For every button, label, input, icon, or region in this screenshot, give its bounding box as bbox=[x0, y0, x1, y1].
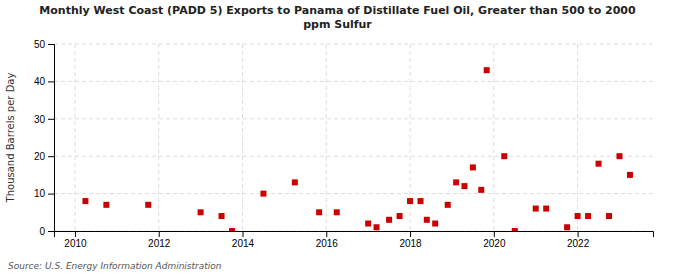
y-tick-label: 10 bbox=[34, 188, 46, 199]
point bbox=[627, 172, 633, 178]
x-tick-mark bbox=[75, 231, 76, 237]
y-grid-line bbox=[54, 193, 653, 194]
point bbox=[462, 183, 468, 189]
title: Monthly West Coast (PADD 5) Exports to P… bbox=[39, 4, 636, 31]
x-tick-mark bbox=[410, 231, 411, 237]
point bbox=[374, 224, 380, 230]
y-tick-mark bbox=[48, 194, 54, 195]
y-tick-label: 20 bbox=[34, 151, 46, 162]
point bbox=[260, 191, 266, 197]
point bbox=[145, 202, 151, 208]
point bbox=[585, 213, 591, 219]
y-tick: 40 bbox=[34, 76, 54, 87]
point bbox=[432, 221, 438, 227]
point bbox=[229, 228, 235, 231]
x-tick: 2016 bbox=[316, 231, 339, 249]
y-tick-mark bbox=[48, 156, 54, 157]
y-axis-title: Thousand Barrels per Day bbox=[5, 73, 16, 204]
x-tick: 2020 bbox=[483, 231, 506, 249]
y-axis-line bbox=[48, 45, 55, 232]
y-tick-label: 30 bbox=[34, 114, 46, 125]
x-tick-label: 2018 bbox=[399, 238, 422, 249]
x-grid-line bbox=[74, 44, 75, 231]
x-tick: 2018 bbox=[399, 231, 422, 249]
point bbox=[606, 213, 612, 219]
point bbox=[445, 202, 451, 208]
x-tick-label: 2022 bbox=[567, 238, 590, 249]
point bbox=[424, 217, 430, 223]
x-tick-label: 2020 bbox=[483, 238, 506, 249]
x-tick-label: 2016 bbox=[316, 238, 339, 249]
point bbox=[334, 209, 340, 215]
y-tick: 30 bbox=[34, 114, 54, 125]
x-grid-line bbox=[493, 44, 494, 231]
point bbox=[596, 161, 602, 167]
y-tick: 0 bbox=[39, 226, 54, 237]
x-tick-mark bbox=[578, 231, 579, 237]
y-tick-mark bbox=[48, 81, 54, 82]
x-tick-mark bbox=[326, 231, 327, 237]
point bbox=[407, 198, 413, 204]
point bbox=[316, 209, 322, 215]
y-axis: 0 10 20 30 40 50 bbox=[34, 39, 55, 237]
x-tick-label: 2012 bbox=[148, 238, 171, 249]
y-tick-mark bbox=[48, 119, 54, 120]
point bbox=[616, 153, 622, 159]
y-tick: 20 bbox=[34, 151, 54, 162]
x-tick-mark bbox=[242, 231, 243, 237]
y-tick-mark bbox=[48, 231, 54, 232]
y-tick-label: 50 bbox=[34, 39, 46, 50]
x-tick-label: 2010 bbox=[64, 238, 87, 249]
x-grid-line bbox=[242, 44, 243, 231]
point bbox=[219, 213, 225, 219]
y-grid-line bbox=[54, 81, 653, 82]
point bbox=[397, 213, 403, 219]
point bbox=[533, 206, 539, 212]
point bbox=[292, 179, 298, 185]
grid bbox=[54, 44, 653, 231]
x-axis: 2010 2012 2014 2016 2018 2020 2022 bbox=[55, 231, 654, 249]
y-grid-line bbox=[54, 118, 653, 119]
y-grid-line bbox=[54, 156, 653, 157]
y-tick-label: 0 bbox=[39, 226, 45, 237]
x-grid-line bbox=[158, 44, 159, 231]
point bbox=[198, 209, 204, 215]
point bbox=[484, 67, 490, 73]
y-tick-label: 40 bbox=[34, 76, 46, 87]
point bbox=[418, 198, 424, 204]
points bbox=[82, 67, 633, 231]
y-grid-line bbox=[54, 44, 653, 45]
x-tick-mark bbox=[494, 231, 495, 237]
x-tick-mark bbox=[159, 231, 160, 237]
point bbox=[512, 228, 518, 231]
x-axis-line bbox=[55, 232, 654, 238]
x-tick: 2012 bbox=[148, 231, 171, 249]
x-grid-line bbox=[577, 44, 578, 231]
x-tick: 2014 bbox=[232, 231, 255, 249]
source-note: Source: U.S. Energy Information Administ… bbox=[8, 261, 222, 271]
x-grid-line bbox=[326, 44, 327, 231]
x-tick-label: 2014 bbox=[232, 238, 255, 249]
chart: Monthly West Coast (PADD 5) Exports to P… bbox=[0, 0, 675, 275]
y-tick: 10 bbox=[34, 188, 54, 199]
point bbox=[575, 213, 581, 219]
x-tick: 2022 bbox=[567, 231, 590, 249]
point bbox=[453, 179, 459, 185]
point bbox=[386, 217, 392, 223]
y-tick: 50 bbox=[34, 39, 54, 50]
point bbox=[543, 206, 549, 212]
point bbox=[365, 221, 371, 227]
point bbox=[564, 224, 570, 230]
plot: 2010 2012 2014 2016 2018 2020 2022 0 10 20 30 40 50 T… bbox=[5, 39, 654, 249]
point bbox=[478, 187, 484, 193]
point bbox=[103, 202, 109, 208]
y-tick-mark bbox=[48, 44, 54, 45]
point bbox=[470, 164, 476, 170]
point bbox=[501, 153, 507, 159]
point bbox=[82, 198, 88, 204]
x-tick: 2010 bbox=[64, 231, 87, 249]
